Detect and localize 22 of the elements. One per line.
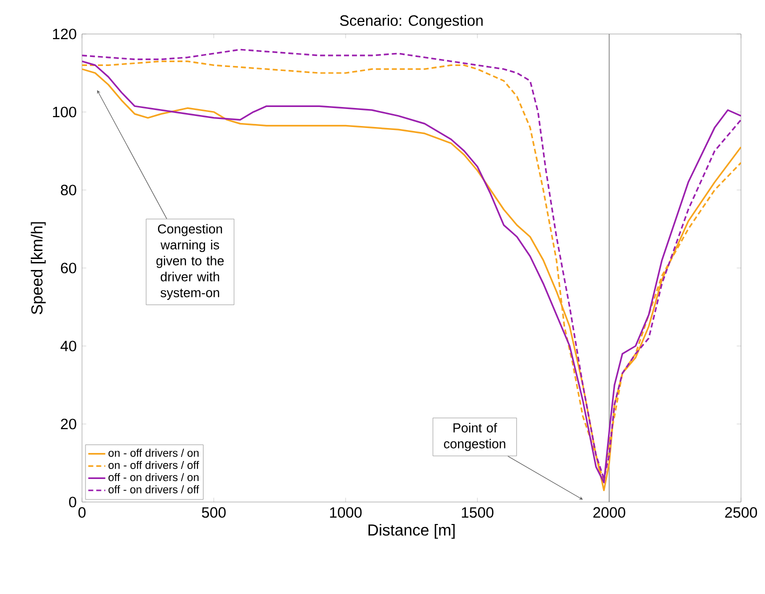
x-tick-label: 0	[78, 507, 86, 518]
y-tick-label: 20	[60, 418, 76, 430]
y-tick-label: 120	[53, 28, 76, 40]
y-tick-label: 80	[60, 184, 76, 196]
chart-title: Scenario: Congestion	[340, 14, 483, 29]
legend-label: on - off drivers / on	[108, 448, 199, 457]
annotation: Congestion warning is given to the driver with system-on	[156, 224, 224, 300]
x-tick-label: 2000	[593, 507, 626, 518]
x-tick-label: 500	[202, 507, 226, 518]
y-tick-label: 0	[69, 496, 76, 508]
x-axis-title: Distance [m]	[368, 524, 455, 539]
legend-label: off - on drivers / on	[108, 473, 199, 482]
y-tick-label: 60	[60, 262, 76, 274]
legend-label: off - on drivers / off	[108, 485, 200, 494]
x-tick-label: 1500	[462, 507, 494, 518]
y-axis-title: Speed [km/h]	[30, 222, 46, 314]
y-tick-label: 40	[60, 340, 76, 352]
x-tick-label: 2500	[725, 507, 758, 518]
x-tick-label: 1000	[330, 507, 362, 518]
annotation: Point of congestion	[444, 422, 506, 451]
y-tick-label: 100	[53, 106, 76, 118]
legend-label: on - off drivers / off	[108, 460, 200, 469]
